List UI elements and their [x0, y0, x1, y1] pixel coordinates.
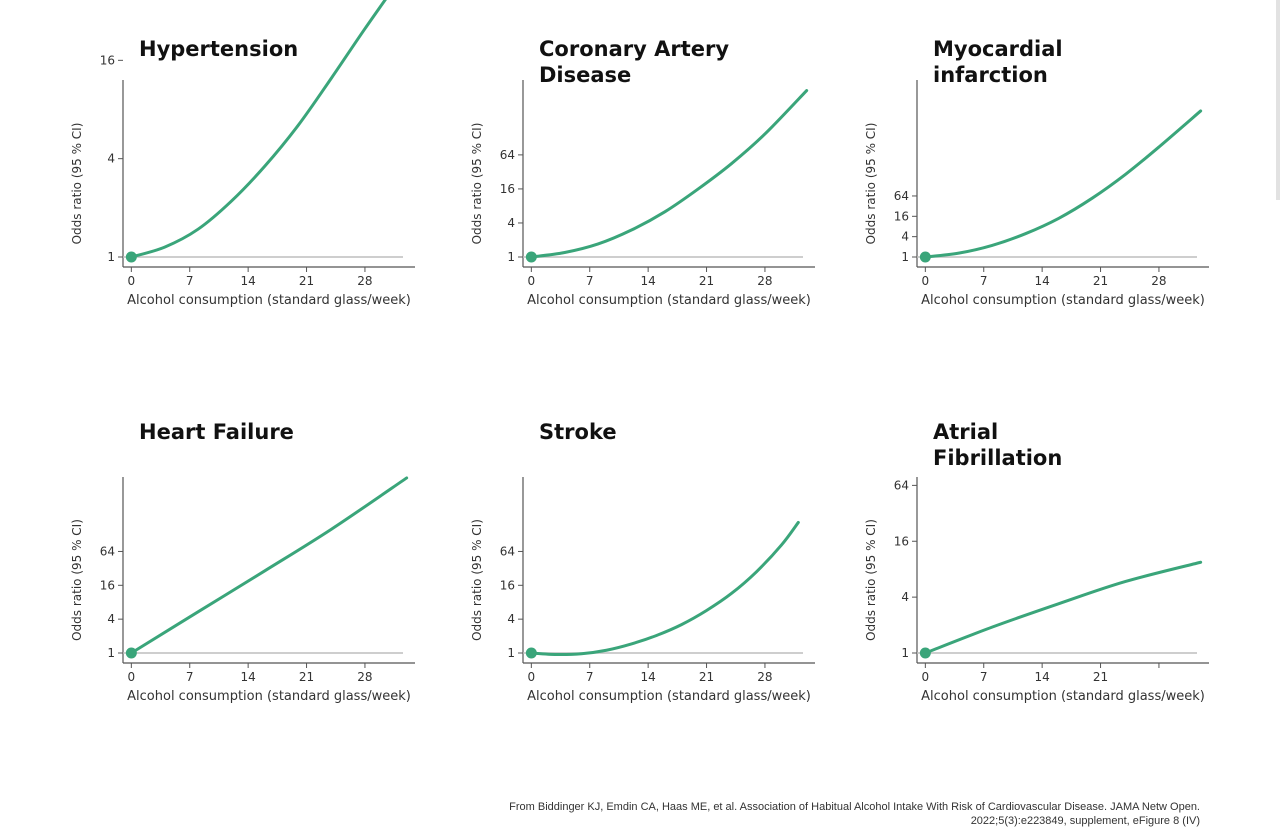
scrollbar-edge: [1276, 0, 1280, 200]
y-axis-label: Odds ratio (95 % CI): [470, 123, 484, 245]
x-tick-label: 14: [1035, 274, 1050, 288]
y-axis-label: Odds ratio (95 % CI): [70, 519, 84, 641]
y-tick-label: 1: [901, 646, 909, 660]
chart-title: Coronary Artery Disease: [539, 37, 730, 87]
y-tick-label: 64: [100, 544, 115, 558]
x-tick-label: 21: [1093, 670, 1108, 684]
reference-point-marker: [525, 251, 537, 263]
x-axis-label: Alcohol consumption (standard glass/week…: [527, 293, 811, 308]
x-tick-label: 21: [699, 670, 714, 684]
x-axis-label: Alcohol consumption (standard glass/week…: [127, 689, 411, 704]
data-series-line: [529, 520, 800, 657]
x-tick-label: 21: [1093, 274, 1108, 288]
y-tick-label: 16: [500, 182, 515, 196]
y-axis-label: Odds ratio (95 % CI): [470, 519, 484, 641]
x-tick-label: 14: [241, 670, 256, 684]
x-tick-label: 0: [528, 670, 536, 684]
x-tick-label: 7: [186, 670, 194, 684]
x-tick-label: 7: [980, 274, 988, 288]
citation-line-2: 2022;5(3):e223849, supplement, eFigure 8…: [970, 815, 1200, 827]
data-series-line: [923, 109, 1203, 259]
reference-point-marker: [919, 647, 931, 659]
reference-point-marker: [125, 251, 137, 263]
x-tick-label: 28: [757, 274, 772, 288]
y-tick-label: 4: [507, 216, 515, 230]
x-tick-label: 0: [128, 670, 136, 684]
y-tick-label: 1: [107, 250, 115, 264]
reference-point-marker: [125, 647, 137, 659]
x-tick-label: 21: [299, 274, 314, 288]
data-series-line: [923, 560, 1203, 655]
y-tick-label: 16: [500, 578, 515, 592]
x-axis-label: Alcohol consumption (standard glass/week…: [921, 293, 1205, 308]
x-tick-label: 0: [128, 274, 136, 288]
chart-title: Hypertension: [139, 37, 299, 61]
data-series-line: [529, 89, 809, 259]
chart-title: Heart Failure: [139, 420, 294, 444]
chart-title: Atrial Fibrillation: [933, 420, 1063, 470]
y-tick-label: 4: [107, 152, 115, 166]
data-series-line: [129, 0, 387, 259]
x-tick-label: 28: [357, 670, 372, 684]
y-axis-label: Odds ratio (95 % CI): [70, 123, 84, 245]
y-tick-label: 1: [507, 646, 515, 660]
x-axis-label: Alcohol consumption (standard glass/week…: [921, 689, 1205, 704]
y-tick-label: 4: [901, 230, 909, 244]
x-tick-label: 7: [586, 670, 594, 684]
x-tick-label: 7: [586, 274, 594, 288]
reference-point-marker: [525, 647, 537, 659]
y-tick-label: 1: [901, 250, 909, 264]
x-tick-label: 28: [1151, 274, 1166, 288]
x-tick-label: 7: [980, 670, 988, 684]
reference-point-marker: [919, 251, 931, 263]
x-tick-label: 28: [357, 274, 372, 288]
y-tick-label: 4: [507, 612, 515, 626]
y-tick-label: 64: [894, 189, 909, 203]
chart-panel-coronary-artery-disease: Coronary Artery Disease 0 7 14 21 28 1 4 16 64 Al…: [470, 36, 873, 376]
y-tick-label: 16: [100, 53, 115, 67]
y-tick-label: 1: [107, 646, 115, 660]
y-tick-label: 16: [894, 534, 909, 548]
y-tick-label: 64: [894, 478, 909, 492]
x-tick-label: 0: [922, 670, 930, 684]
y-axis-label: Odds ratio (95 % CI): [864, 123, 878, 245]
citation-line-1: From Biddinger KJ, Emdin CA, Haas ME, et…: [509, 801, 1200, 813]
y-tick-label: 4: [901, 590, 909, 604]
chart-panel-heart-failure: Heart Failure 0 7 14 21 28 1 4 16 64 Alcohol cons…: [70, 419, 473, 759]
x-axis-label: Alcohol consumption (standard glass/week…: [527, 689, 811, 704]
chart-title: Stroke: [539, 420, 617, 444]
data-series-line: [129, 476, 409, 655]
x-tick-label: 28: [757, 670, 772, 684]
source-citation: From Biddinger KJ, Emdin CA, Haas ME, et…: [300, 800, 1200, 828]
y-tick-label: 16: [100, 578, 115, 592]
chart-panel-stroke: Stroke 0 7 14 21 28 1 4 16 64 Alcohol consumption…: [470, 419, 873, 759]
x-tick-label: 21: [299, 670, 314, 684]
x-tick-label: 7: [186, 274, 194, 288]
chart-panel-myocardial-infarction: Myocardial infarction 0 7 14 21 28 1 4 16 64 Alco…: [864, 36, 1267, 376]
chart-title: Myocardial infarction: [933, 37, 1063, 87]
y-tick-label: 1: [507, 250, 515, 264]
y-tick-label: 64: [500, 148, 515, 162]
chart-panel-atrial-fibrillation: Atrial Fibrillation 0 7 14 21 1 4 16 64 Alcohol …: [864, 419, 1267, 759]
y-axis-label: Odds ratio (95 % CI): [864, 519, 878, 641]
x-tick-label: 14: [241, 274, 256, 288]
y-tick-label: 4: [107, 612, 115, 626]
y-tick-label: 16: [894, 209, 909, 223]
x-axis-label: Alcohol consumption (standard glass/week…: [127, 293, 411, 308]
x-tick-label: 0: [528, 274, 536, 288]
x-tick-label: 14: [641, 274, 656, 288]
x-tick-label: 21: [699, 274, 714, 288]
x-tick-label: 14: [1035, 670, 1050, 684]
x-tick-label: 0: [922, 274, 930, 288]
x-tick-label: 14: [641, 670, 656, 684]
y-tick-label: 64: [500, 544, 515, 558]
